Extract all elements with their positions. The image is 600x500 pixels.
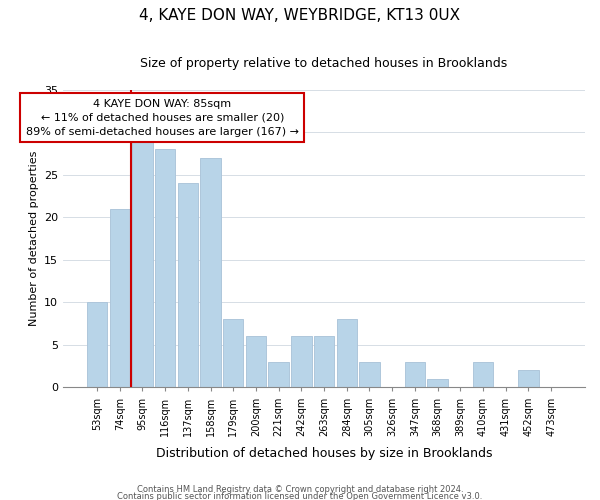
Text: Contains public sector information licensed under the Open Government Licence v3: Contains public sector information licen…	[118, 492, 482, 500]
Bar	[518, 370, 539, 388]
Y-axis label: Number of detached properties: Number of detached properties	[29, 151, 38, 326]
Bar	[87, 302, 107, 388]
Bar	[155, 150, 175, 388]
Bar	[223, 320, 244, 388]
Bar	[200, 158, 221, 388]
Text: Contains HM Land Registry data © Crown copyright and database right 2024.: Contains HM Land Registry data © Crown c…	[137, 486, 463, 494]
Bar	[337, 320, 357, 388]
Bar	[246, 336, 266, 388]
Bar	[359, 362, 380, 388]
Bar	[291, 336, 311, 388]
Bar	[178, 184, 198, 388]
X-axis label: Distribution of detached houses by size in Brooklands: Distribution of detached houses by size …	[156, 447, 493, 460]
Bar	[268, 362, 289, 388]
Bar	[110, 209, 130, 388]
Text: 4, KAYE DON WAY, WEYBRIDGE, KT13 0UX: 4, KAYE DON WAY, WEYBRIDGE, KT13 0UX	[139, 8, 461, 22]
Bar	[132, 141, 152, 388]
Bar	[404, 362, 425, 388]
Title: Size of property relative to detached houses in Brooklands: Size of property relative to detached ho…	[140, 58, 508, 70]
Bar	[314, 336, 334, 388]
Bar	[427, 379, 448, 388]
Bar	[473, 362, 493, 388]
Text: 4 KAYE DON WAY: 85sqm
← 11% of detached houses are smaller (20)
89% of semi-deta: 4 KAYE DON WAY: 85sqm ← 11% of detached …	[26, 98, 299, 136]
